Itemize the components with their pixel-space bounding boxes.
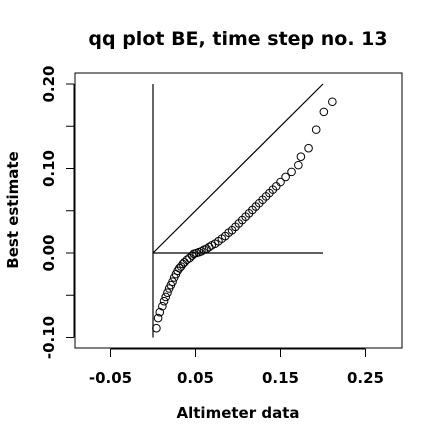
qq-point [328, 97, 337, 107]
qq-point [276, 177, 285, 187]
x-tick-label: 0.05 [177, 369, 214, 387]
qq-point [161, 292, 171, 302]
qq-point [319, 107, 329, 117]
qq-point [153, 313, 163, 323]
x-tick-label: 0.15 [262, 369, 299, 387]
qq-point [187, 251, 197, 260]
y-tick-label: 0.10 [40, 150, 58, 187]
reference-lines [152, 83, 324, 338]
qq-point [294, 160, 303, 170]
x-tick-label: -0.05 [89, 369, 132, 387]
qq-point [182, 255, 192, 265]
x-tick-label: 0.25 [347, 369, 384, 387]
y-tick-label: 0.00 [40, 234, 58, 271]
y-tick-label: -0.10 [40, 316, 58, 359]
qq-point [287, 167, 296, 177]
qq-point [155, 307, 165, 317]
qq-point [163, 288, 172, 298]
chart-title: qq plot BE, time step no. 13 [88, 28, 387, 50]
qq-point [304, 143, 313, 153]
x-axis-label: Altimeter data [177, 404, 300, 422]
qq-point [159, 296, 169, 306]
reference-line-identity [152, 83, 324, 254]
qq-point [152, 323, 161, 333]
data-points [152, 97, 337, 333]
y-axis: -0.10 0.00 0.10 0.20 [40, 65, 75, 359]
y-axis-label: Best estimate [4, 151, 22, 268]
qq-point [311, 125, 321, 134]
qq-point [158, 301, 167, 311]
qq-point [168, 277, 177, 287]
plot-frame [74, 72, 403, 349]
x-axis: -0.05 0.05 0.15 0.25 [89, 348, 384, 387]
qq-point [180, 257, 189, 267]
qq-point [296, 152, 306, 161]
y-tick-label: 0.20 [40, 65, 58, 102]
qq-point [197, 247, 206, 256]
qq-point [281, 172, 290, 182]
